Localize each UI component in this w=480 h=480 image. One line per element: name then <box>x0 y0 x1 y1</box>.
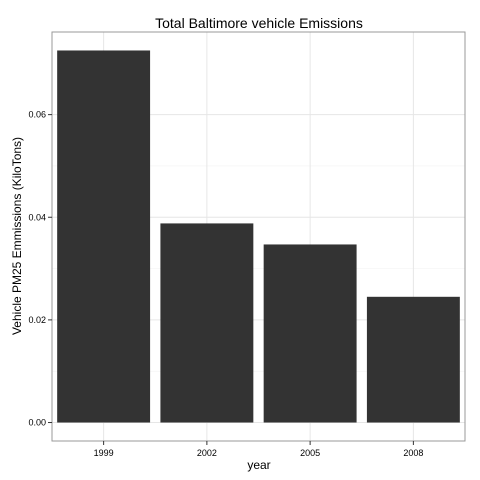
bar-layer <box>57 50 460 423</box>
y-tick-label: 0.02 <box>28 315 46 325</box>
x-axis-title: year <box>247 458 270 472</box>
y-tick-label: 0.00 <box>28 418 46 428</box>
y-axis: 0.00 0.02 0.04 0.06 <box>28 110 52 428</box>
chart-title: Total Baltimore vehicle Emissions <box>155 15 363 31</box>
bar <box>57 50 151 423</box>
x-tick-label: 2005 <box>300 448 320 458</box>
y-tick-label: 0.04 <box>28 212 46 222</box>
y-tick-label: 0.06 <box>28 110 46 120</box>
y-axis-title: Vehicle PM25 Emmissions (KiloTons) <box>10 137 24 335</box>
bar <box>366 296 460 423</box>
x-axis: 1999 2002 2005 2008 <box>94 441 423 458</box>
bar <box>160 223 254 423</box>
bar <box>263 244 357 423</box>
x-tick-label: 2002 <box>197 448 217 458</box>
x-tick-label: 2008 <box>403 448 423 458</box>
x-tick-label: 1999 <box>94 448 114 458</box>
plot-panel-border <box>51 31 466 442</box>
